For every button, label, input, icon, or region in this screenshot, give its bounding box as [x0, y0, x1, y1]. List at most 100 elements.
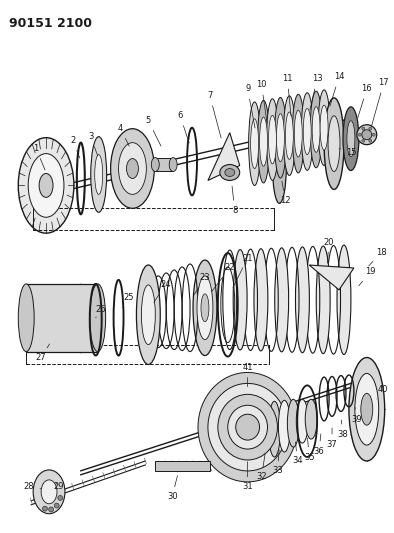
Ellipse shape: [337, 245, 351, 354]
Ellipse shape: [347, 121, 355, 157]
Ellipse shape: [343, 107, 359, 171]
Ellipse shape: [225, 168, 235, 176]
Text: 36: 36: [314, 434, 325, 456]
Ellipse shape: [18, 284, 34, 352]
Ellipse shape: [251, 119, 258, 168]
Ellipse shape: [296, 399, 308, 443]
Text: 23: 23: [193, 273, 210, 295]
Text: 39: 39: [351, 407, 362, 424]
Polygon shape: [208, 133, 240, 181]
Text: 25: 25: [122, 293, 134, 308]
Ellipse shape: [285, 112, 293, 159]
Ellipse shape: [268, 115, 277, 164]
Ellipse shape: [266, 99, 279, 180]
Ellipse shape: [355, 374, 379, 445]
Text: 7: 7: [207, 91, 221, 138]
Text: 16: 16: [358, 84, 372, 118]
Ellipse shape: [357, 125, 377, 144]
Text: 21: 21: [233, 254, 253, 287]
Ellipse shape: [316, 246, 330, 353]
Text: 4: 4: [118, 124, 129, 146]
Ellipse shape: [41, 480, 57, 504]
Text: 20: 20: [324, 238, 335, 263]
Ellipse shape: [58, 496, 63, 500]
Ellipse shape: [233, 249, 247, 350]
Ellipse shape: [28, 154, 64, 217]
Ellipse shape: [197, 276, 213, 340]
Ellipse shape: [111, 129, 154, 208]
Text: 40: 40: [376, 385, 388, 399]
Ellipse shape: [18, 138, 74, 233]
Text: 10: 10: [256, 80, 267, 123]
Text: 31: 31: [242, 462, 253, 491]
Text: 37: 37: [327, 428, 337, 449]
Ellipse shape: [362, 130, 372, 140]
Ellipse shape: [258, 100, 269, 183]
Ellipse shape: [193, 260, 217, 356]
Ellipse shape: [279, 400, 290, 452]
Ellipse shape: [303, 109, 311, 155]
Text: 35: 35: [304, 438, 314, 462]
Ellipse shape: [54, 503, 59, 508]
Ellipse shape: [283, 96, 295, 175]
Ellipse shape: [362, 139, 365, 142]
Ellipse shape: [268, 401, 281, 457]
Ellipse shape: [208, 383, 287, 471]
Text: 18: 18: [369, 247, 387, 266]
Ellipse shape: [249, 102, 260, 185]
Text: 6: 6: [177, 111, 189, 143]
Text: 28: 28: [24, 482, 41, 491]
Bar: [155, 461, 210, 471]
Ellipse shape: [275, 98, 286, 178]
Ellipse shape: [43, 506, 47, 511]
Ellipse shape: [126, 158, 138, 179]
Text: 2: 2: [70, 136, 80, 158]
Text: 13: 13: [310, 75, 322, 110]
Ellipse shape: [136, 265, 160, 365]
Ellipse shape: [220, 165, 240, 181]
Ellipse shape: [287, 399, 299, 447]
Text: 22: 22: [212, 263, 235, 292]
Text: 1: 1: [33, 144, 45, 170]
Text: 14: 14: [330, 72, 344, 106]
Ellipse shape: [294, 110, 302, 157]
Text: 29: 29: [54, 482, 64, 491]
Ellipse shape: [48, 507, 54, 512]
Ellipse shape: [359, 133, 361, 136]
Ellipse shape: [320, 105, 328, 150]
Text: 5: 5: [146, 116, 161, 146]
Text: 27: 27: [36, 344, 50, 362]
Text: 19: 19: [359, 268, 376, 286]
Polygon shape: [309, 265, 354, 290]
Ellipse shape: [372, 133, 375, 136]
Text: 32: 32: [256, 454, 267, 481]
Text: 15: 15: [339, 148, 356, 157]
Bar: [155, 158, 173, 172]
Ellipse shape: [33, 470, 65, 514]
Ellipse shape: [277, 114, 284, 161]
Ellipse shape: [296, 247, 309, 353]
Text: 17: 17: [372, 78, 389, 126]
Ellipse shape: [275, 248, 289, 352]
Text: 24: 24: [154, 280, 171, 302]
Ellipse shape: [169, 158, 177, 172]
Ellipse shape: [369, 127, 372, 130]
Ellipse shape: [310, 91, 322, 168]
Text: 26: 26: [95, 305, 106, 318]
Ellipse shape: [236, 414, 260, 440]
Text: 12: 12: [280, 181, 291, 205]
Text: 9: 9: [245, 84, 255, 128]
Ellipse shape: [218, 394, 277, 460]
Ellipse shape: [254, 249, 268, 351]
Ellipse shape: [324, 98, 344, 189]
Ellipse shape: [90, 284, 106, 352]
Ellipse shape: [260, 117, 268, 166]
Ellipse shape: [151, 158, 159, 172]
Ellipse shape: [305, 399, 317, 439]
Bar: [26, 284, 98, 352]
Text: 8: 8: [232, 186, 238, 215]
Text: 90151 2100: 90151 2100: [9, 17, 92, 30]
Ellipse shape: [318, 90, 330, 165]
Ellipse shape: [201, 294, 209, 322]
Ellipse shape: [362, 127, 365, 130]
